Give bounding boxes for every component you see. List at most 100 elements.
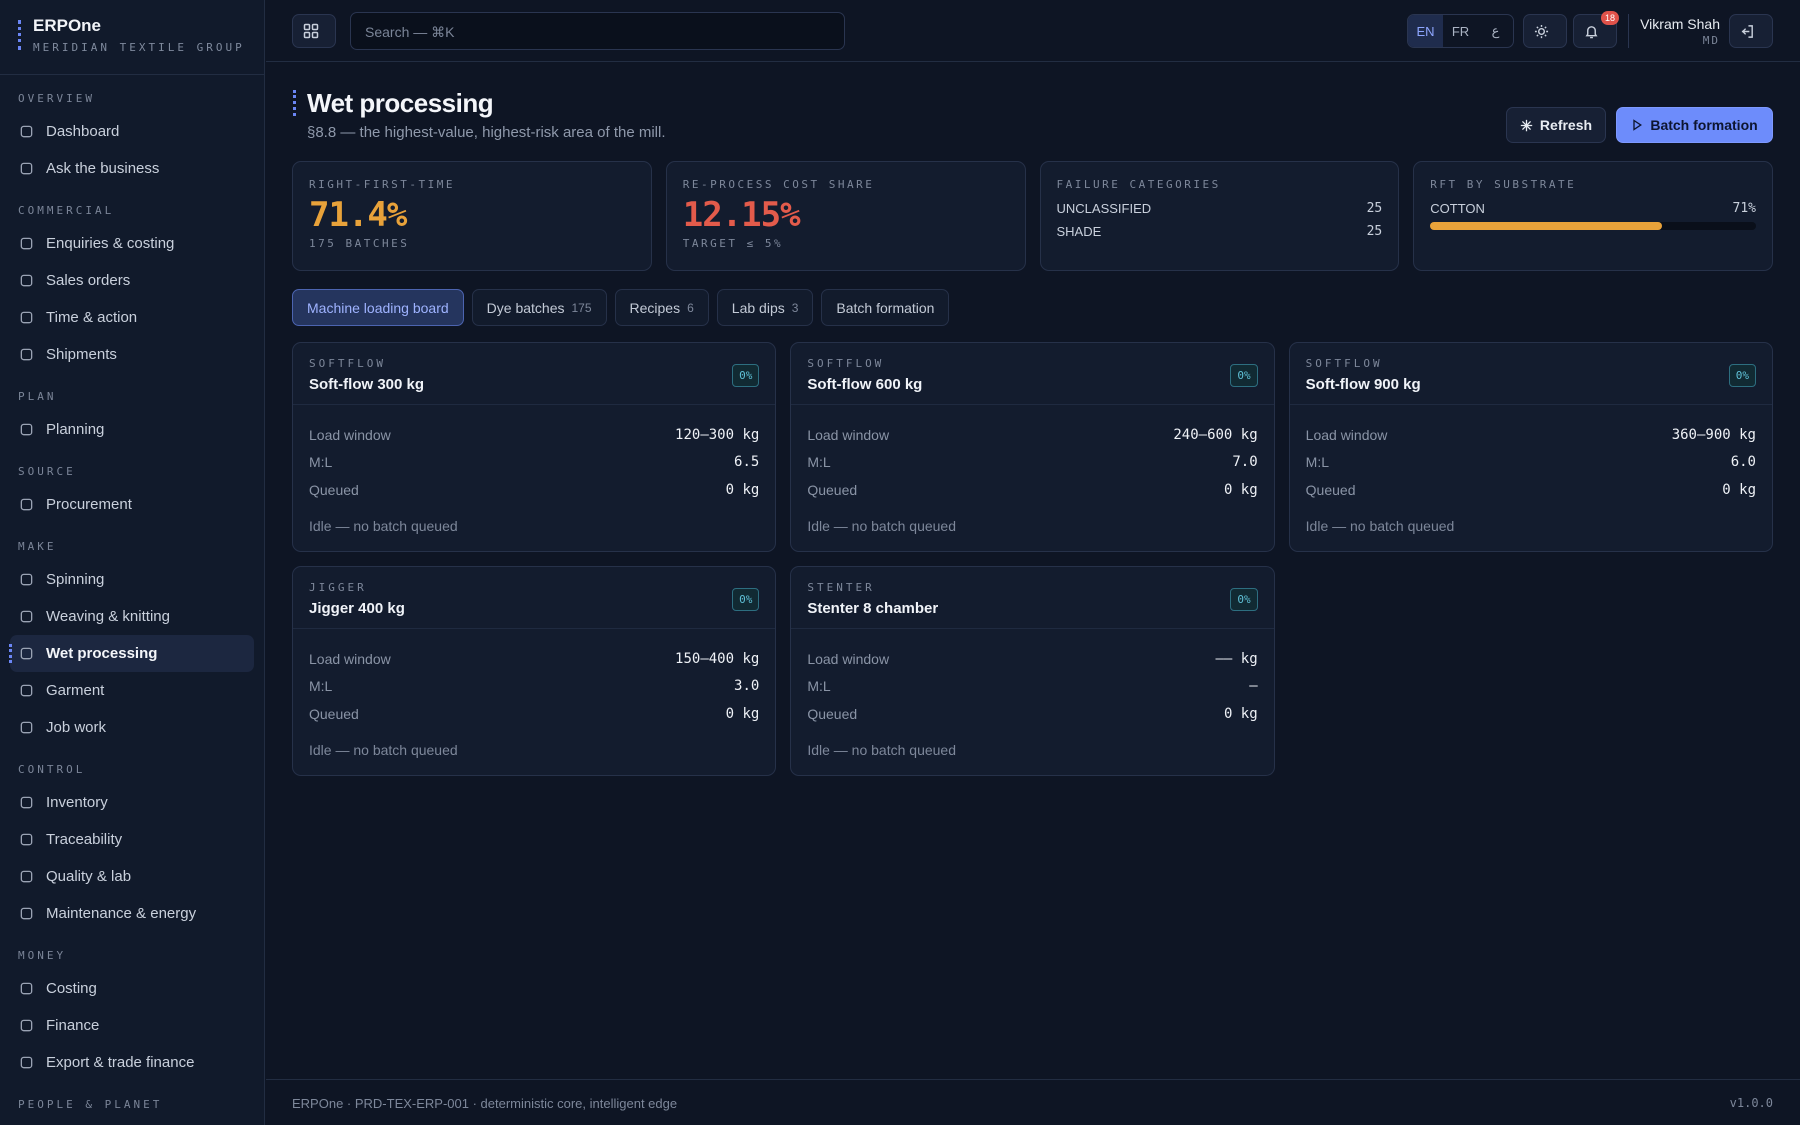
machine-row: M:L — — [807, 678, 1257, 694]
nav-item[interactable]: Job work — [10, 709, 254, 746]
machine-card[interactable]: SOFTFLOW Soft-flow 600 kg 0% Load window 240… — [790, 342, 1275, 552]
row-label: M:L — [309, 454, 333, 470]
brand-accent — [18, 20, 21, 50]
nav-icon — [20, 274, 33, 287]
kpi-label: RFT BY SUBSTRATE — [1430, 178, 1577, 191]
batch-formation-label: Batch formation — [1650, 117, 1758, 133]
machine-card[interactable]: STENTER Stenter 8 chamber 0% Load window —— … — [790, 566, 1275, 776]
nav-item[interactable]: Garment — [10, 672, 254, 709]
machine-row: Load window 240–600 kg — [807, 427, 1257, 443]
language-option[interactable]: EN — [1408, 15, 1443, 47]
kpi-row: SHADE 25 — [1057, 224, 1383, 239]
nav-label: Time & action — [46, 309, 138, 326]
tab[interactable]: Lab dips 3 — [716, 289, 814, 326]
nav-item[interactable]: Inventory — [10, 784, 254, 821]
kpi-label: RIGHT-FIRST-TIME — [309, 178, 455, 191]
machine-status: Idle — no batch queued — [1305, 518, 1455, 534]
theme-toggle[interactable] — [1523, 14, 1567, 48]
nav-item[interactable]: Finance — [10, 1007, 254, 1044]
nav-item[interactable]: Sales orders — [10, 262, 254, 299]
machine-name: Soft-flow 900 kg — [1305, 376, 1421, 393]
nav-icon — [20, 721, 33, 734]
nav-item[interactable]: Ask the business — [10, 150, 254, 187]
language-option[interactable]: ع — [1491, 23, 1500, 38]
machine-row: Queued 0 kg — [1306, 482, 1756, 498]
divider — [293, 628, 776, 629]
row-value: 0 kg — [1223, 482, 1258, 498]
nav-item[interactable]: Enquiries & costing — [10, 225, 254, 262]
tab[interactable]: Recipes 6 — [614, 289, 709, 326]
nav-item[interactable]: Traceability — [10, 821, 254, 858]
machine-card[interactable]: SOFTFLOW Soft-flow 300 kg 0% Load window 120… — [292, 342, 777, 552]
nav-section: SOURCE — [18, 465, 76, 478]
row-label: M:L — [309, 678, 333, 694]
nav-label: Dashboard — [46, 123, 120, 140]
row-label: Load window — [807, 427, 890, 443]
user[interactable]: Vikram Shah MD — [1640, 16, 1720, 47]
machine-row: M:L 7.0 — [807, 454, 1257, 470]
refresh-button[interactable]: Refresh — [1506, 107, 1606, 143]
brand: ERPOne MERIDIAN TEXTILE GROUP — [0, 0, 264, 75]
logout-button[interactable] — [1729, 14, 1773, 48]
nav-item[interactable]: Wet processing — [9, 635, 254, 672]
kpi-row-value: 25 — [1366, 224, 1383, 239]
kpi-card: RIGHT-FIRST-TIME 71.4% 175 BATCHES — [292, 161, 652, 271]
kpi-row: UNCLASSIFIED 25 — [1057, 201, 1383, 216]
machine-name: Stenter 8 chamber — [807, 600, 939, 617]
nav-item[interactable]: Shipments — [10, 336, 254, 373]
nav-item[interactable]: Planning — [10, 411, 254, 448]
kpi-label: RE-PROCESS COST SHARE — [682, 178, 875, 191]
nav-item[interactable]: Dashboard — [10, 113, 254, 150]
machine-row: Queued 0 kg — [309, 482, 759, 498]
nav-item[interactable]: Time & action — [10, 299, 254, 336]
row-label: Queued — [807, 482, 858, 498]
machine-row: Load window 360–900 kg — [1306, 427, 1756, 443]
machine-card[interactable]: JIGGER Jigger 400 kg 0% Load window 150–400 … — [292, 566, 777, 776]
machine-card[interactable]: SOFTFLOW Soft-flow 900 kg 0% Load window 360… — [1288, 342, 1773, 552]
machine-status: Idle — no batch queued — [309, 518, 458, 534]
search-input[interactable]: Search — ⌘K — [350, 12, 845, 50]
nav-item[interactable]: Maintenance & energy — [10, 895, 254, 932]
kpi-row: RIGHT-FIRST-TIME 71.4% 175 BATCHES RE-PROCE… — [292, 161, 1773, 271]
kpi-value: 12.15% — [682, 195, 801, 235]
row-value: — — [1249, 678, 1258, 694]
nav-item[interactable]: Export & trade finance — [10, 1044, 254, 1081]
bar-track — [1430, 222, 1756, 230]
utilisation-badge: 0% — [1728, 364, 1756, 387]
nav-icon — [20, 311, 33, 324]
tabs: Machine loading board Dye batches 175 Recip… — [292, 289, 950, 326]
language-option[interactable]: FR — [1451, 23, 1470, 39]
machine-row: M:L 6.0 — [1306, 454, 1756, 470]
tab[interactable]: Batch formation — [821, 289, 950, 326]
nav-label: Shipments — [46, 346, 117, 363]
machine-row: Load window 120–300 kg — [309, 427, 759, 443]
machine-type: SOFTFLOW — [807, 357, 885, 370]
nav-icon — [20, 982, 33, 995]
tab-label: Lab dips — [731, 299, 785, 316]
nav-item[interactable]: Quality & lab — [10, 858, 254, 895]
nav-item[interactable]: Weaving & knitting — [10, 598, 254, 635]
nav-item[interactable]: Procurement — [10, 486, 254, 523]
batch-formation-button[interactable]: Batch formation — [1616, 107, 1773, 143]
nav-item[interactable]: Costing — [10, 970, 254, 1007]
tab[interactable]: Dye batches 175 — [471, 289, 607, 326]
tab[interactable]: Machine loading board — [292, 289, 464, 326]
apps-button[interactable] — [292, 14, 336, 48]
nav-label: Costing — [46, 980, 97, 997]
row-label: Load window — [807, 651, 890, 667]
user-role: MD — [1702, 34, 1720, 47]
tab-count: 175 — [571, 300, 592, 315]
nav-section: MONEY — [18, 949, 67, 962]
nav-icon — [20, 647, 33, 660]
footer: ERPOne · PRD-TEX-ERP-001 · deterministic… — [266, 1079, 1800, 1125]
kpi-card: FAILURE CATEGORIES UNCLASSIFIED 25 SHADE 25 — [1039, 161, 1400, 271]
brand-name[interactable]: ERPOne — [33, 16, 102, 35]
language-switcher: EN FR ع — [1407, 14, 1514, 48]
utilisation-badge: 0% — [732, 364, 760, 387]
user-name: Vikram Shah — [1640, 16, 1720, 32]
nav-icon — [20, 1019, 33, 1032]
nav-icon — [20, 907, 33, 920]
nav-item[interactable]: Spinning — [10, 561, 254, 598]
machine-row: Load window —— kg — [807, 651, 1257, 667]
